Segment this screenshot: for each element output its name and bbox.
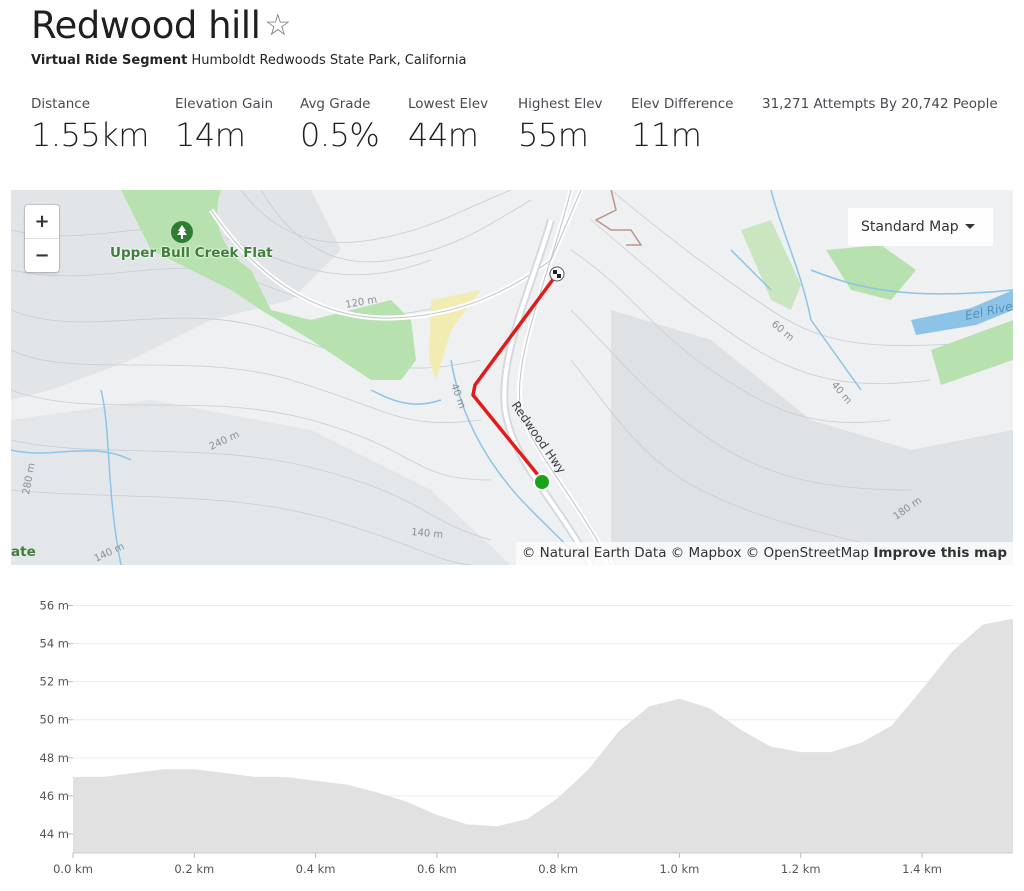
- stat-elevation-gain: Elevation Gain 14m: [175, 96, 273, 154]
- attempts-count: 31,271 Attempts By 20,742 People: [762, 96, 998, 112]
- svg-text:Redwood Hwy: Redwood Hwy: [509, 399, 569, 476]
- stat-value: 11m: [631, 116, 702, 154]
- y-tick-label: 48 m: [40, 751, 70, 765]
- stat-lowest-elev: Lowest Elev 44m: [408, 96, 488, 154]
- edge-place-label: ate: [11, 544, 36, 560]
- stat-highest-elev: Highest Elev 55m: [518, 96, 603, 154]
- stat-label: Highest Elev: [518, 96, 603, 112]
- y-tick-label: 50 m: [40, 713, 70, 727]
- svg-text:120 m: 120 m: [345, 295, 378, 311]
- x-tick-label: 1.4 km: [902, 862, 942, 876]
- stat-elev-difference: Elev Difference 11m: [631, 96, 733, 154]
- y-tick-label: 46 m: [40, 789, 70, 803]
- segment-subtitle: Virtual Ride Segment Humboldt Redwoods S…: [31, 53, 467, 68]
- svg-text:140 m: 140 m: [411, 527, 444, 541]
- segment-title: Redwood hill: [31, 4, 261, 47]
- svg-text:280 m: 280 m: [21, 462, 37, 495]
- map-type-label: Standard Map: [861, 219, 959, 235]
- tree-icon: [171, 221, 193, 243]
- svg-text:40 m: 40 m: [448, 382, 467, 410]
- x-tick-label: 0.6 km: [417, 862, 457, 876]
- caret-down-icon: [965, 224, 975, 229]
- stat-value: 44m: [408, 116, 479, 154]
- stat-distance: Distance 1.55km: [31, 96, 149, 154]
- map-terrain: 120 m 240 m 280 m 140 m 140 m 40 m 60 m …: [11, 190, 1013, 565]
- stat-value: 14m: [175, 116, 246, 154]
- segment-location: Humboldt Redwoods State Park, California: [191, 53, 467, 68]
- stat-label: Lowest Elev: [408, 96, 489, 112]
- segment-map[interactable]: 120 m 240 m 280 m 140 m 140 m 40 m 60 m …: [11, 190, 1013, 565]
- stat-avg-grade: Avg Grade 0.5%: [300, 96, 380, 154]
- stat-label: Distance: [31, 96, 91, 112]
- zoom-controls: + −: [25, 205, 59, 272]
- map-attribution: © Natural Earth Data © Mapbox © OpenStre…: [515, 542, 1013, 565]
- x-tick-label: 0.4 km: [296, 862, 336, 876]
- zoom-in-button[interactable]: +: [34, 211, 50, 232]
- y-tick-label: 54 m: [40, 637, 70, 651]
- elevation-area: [73, 618, 1013, 853]
- svg-text:40 m: 40 m: [829, 380, 854, 407]
- stat-label: Elevation Gain: [175, 96, 274, 112]
- stat-value: 55m: [518, 116, 589, 154]
- stat-value: 0.5%: [300, 116, 380, 154]
- place-label: Upper Bull Creek Flat: [110, 245, 273, 261]
- segment-header: Redwood hill ☆: [31, 2, 291, 50]
- elevation-chart: 44 m 46 m 48 m 50 m 52 m 54 m 56 m 0.0 km 0.2 k…: [40, 599, 1013, 876]
- x-tick-label: 0.8 km: [538, 862, 578, 876]
- segment-type: Virtual Ride Segment: [31, 53, 188, 68]
- zoom-out-button[interactable]: −: [25, 238, 59, 272]
- x-tick-label: 1.0 km: [660, 862, 700, 876]
- y-tick-label: 56 m: [40, 599, 70, 613]
- stat-label: Avg Grade: [300, 96, 371, 112]
- x-tick-label: 0.0 km: [53, 862, 93, 876]
- x-tick-label: 0.2 km: [174, 862, 214, 876]
- stat-label: Elev Difference: [631, 96, 734, 112]
- improve-map-link[interactable]: Improve this map: [873, 545, 1007, 561]
- x-tick-label: 1.2 km: [781, 862, 821, 876]
- attribution-text: © Natural Earth Data © Mapbox © OpenStre…: [521, 545, 870, 561]
- y-tick-label: 52 m: [40, 675, 70, 689]
- star-icon[interactable]: ☆: [264, 8, 292, 43]
- stats-row: Distance 1.55km Elevation Gain 14m Avg G…: [31, 96, 1004, 160]
- map-type-dropdown[interactable]: Standard Map: [848, 208, 993, 246]
- y-tick-label: 44 m: [40, 827, 70, 841]
- stat-value: 1.55km: [31, 116, 149, 154]
